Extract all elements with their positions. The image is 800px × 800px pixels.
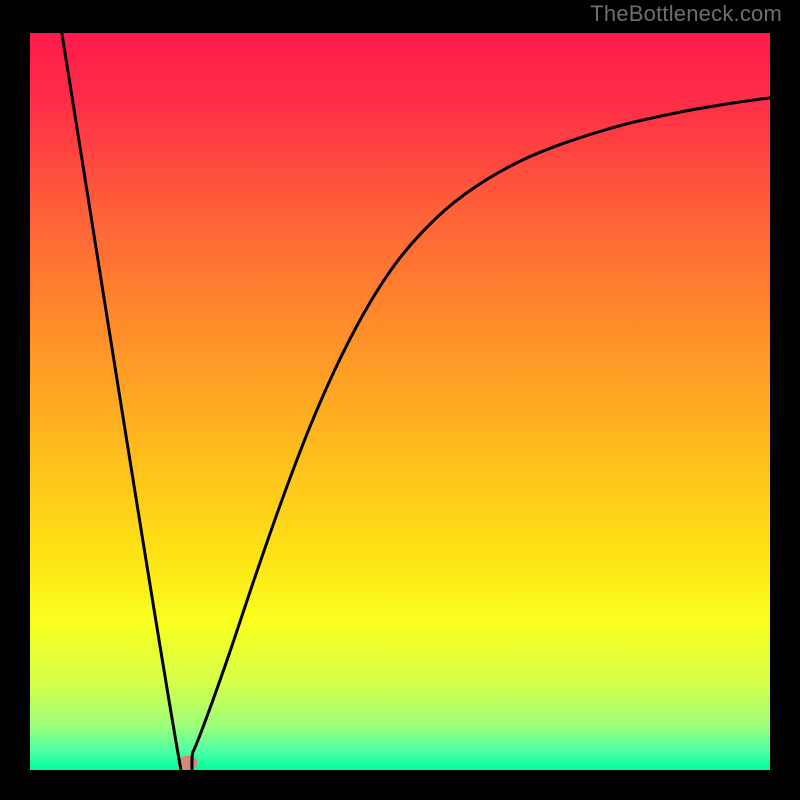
chart-stage: TheBottleneck.com xyxy=(0,0,800,800)
watermark-text: TheBottleneck.com xyxy=(590,1,782,27)
gradient-background xyxy=(30,33,770,770)
bottleneck-chart xyxy=(0,0,800,800)
